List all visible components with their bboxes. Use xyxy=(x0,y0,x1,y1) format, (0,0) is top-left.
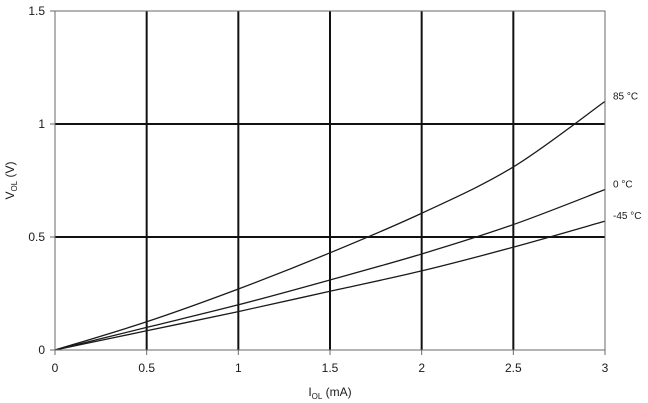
series-line-0 xyxy=(54,100,606,351)
x-tick-label: 0 xyxy=(52,361,59,375)
y-tick-label: 0 xyxy=(38,343,45,357)
x-tick-label: 3 xyxy=(602,361,609,375)
x-tick-label: 1 xyxy=(235,361,242,375)
series-line-2 xyxy=(54,220,606,351)
series-line-1 xyxy=(54,188,606,351)
x-tick-label: 0.5 xyxy=(138,361,155,375)
x-tick-label: 2 xyxy=(418,361,425,375)
x-tick-label: 2.5 xyxy=(505,361,522,375)
series-label: 85 °C xyxy=(613,91,638,102)
y-axis-label: VOL (V) xyxy=(3,161,19,199)
x-tick-label: 1.5 xyxy=(322,361,339,375)
y-tick-label: 1.5 xyxy=(28,4,45,18)
series-label: 0 °C xyxy=(613,180,633,191)
y-tick-label: 1 xyxy=(38,117,45,131)
series-label: -45 °C xyxy=(613,211,641,222)
x-axis-label: IOL (mA) xyxy=(308,385,351,401)
y-tick-label: 0.5 xyxy=(28,230,45,244)
